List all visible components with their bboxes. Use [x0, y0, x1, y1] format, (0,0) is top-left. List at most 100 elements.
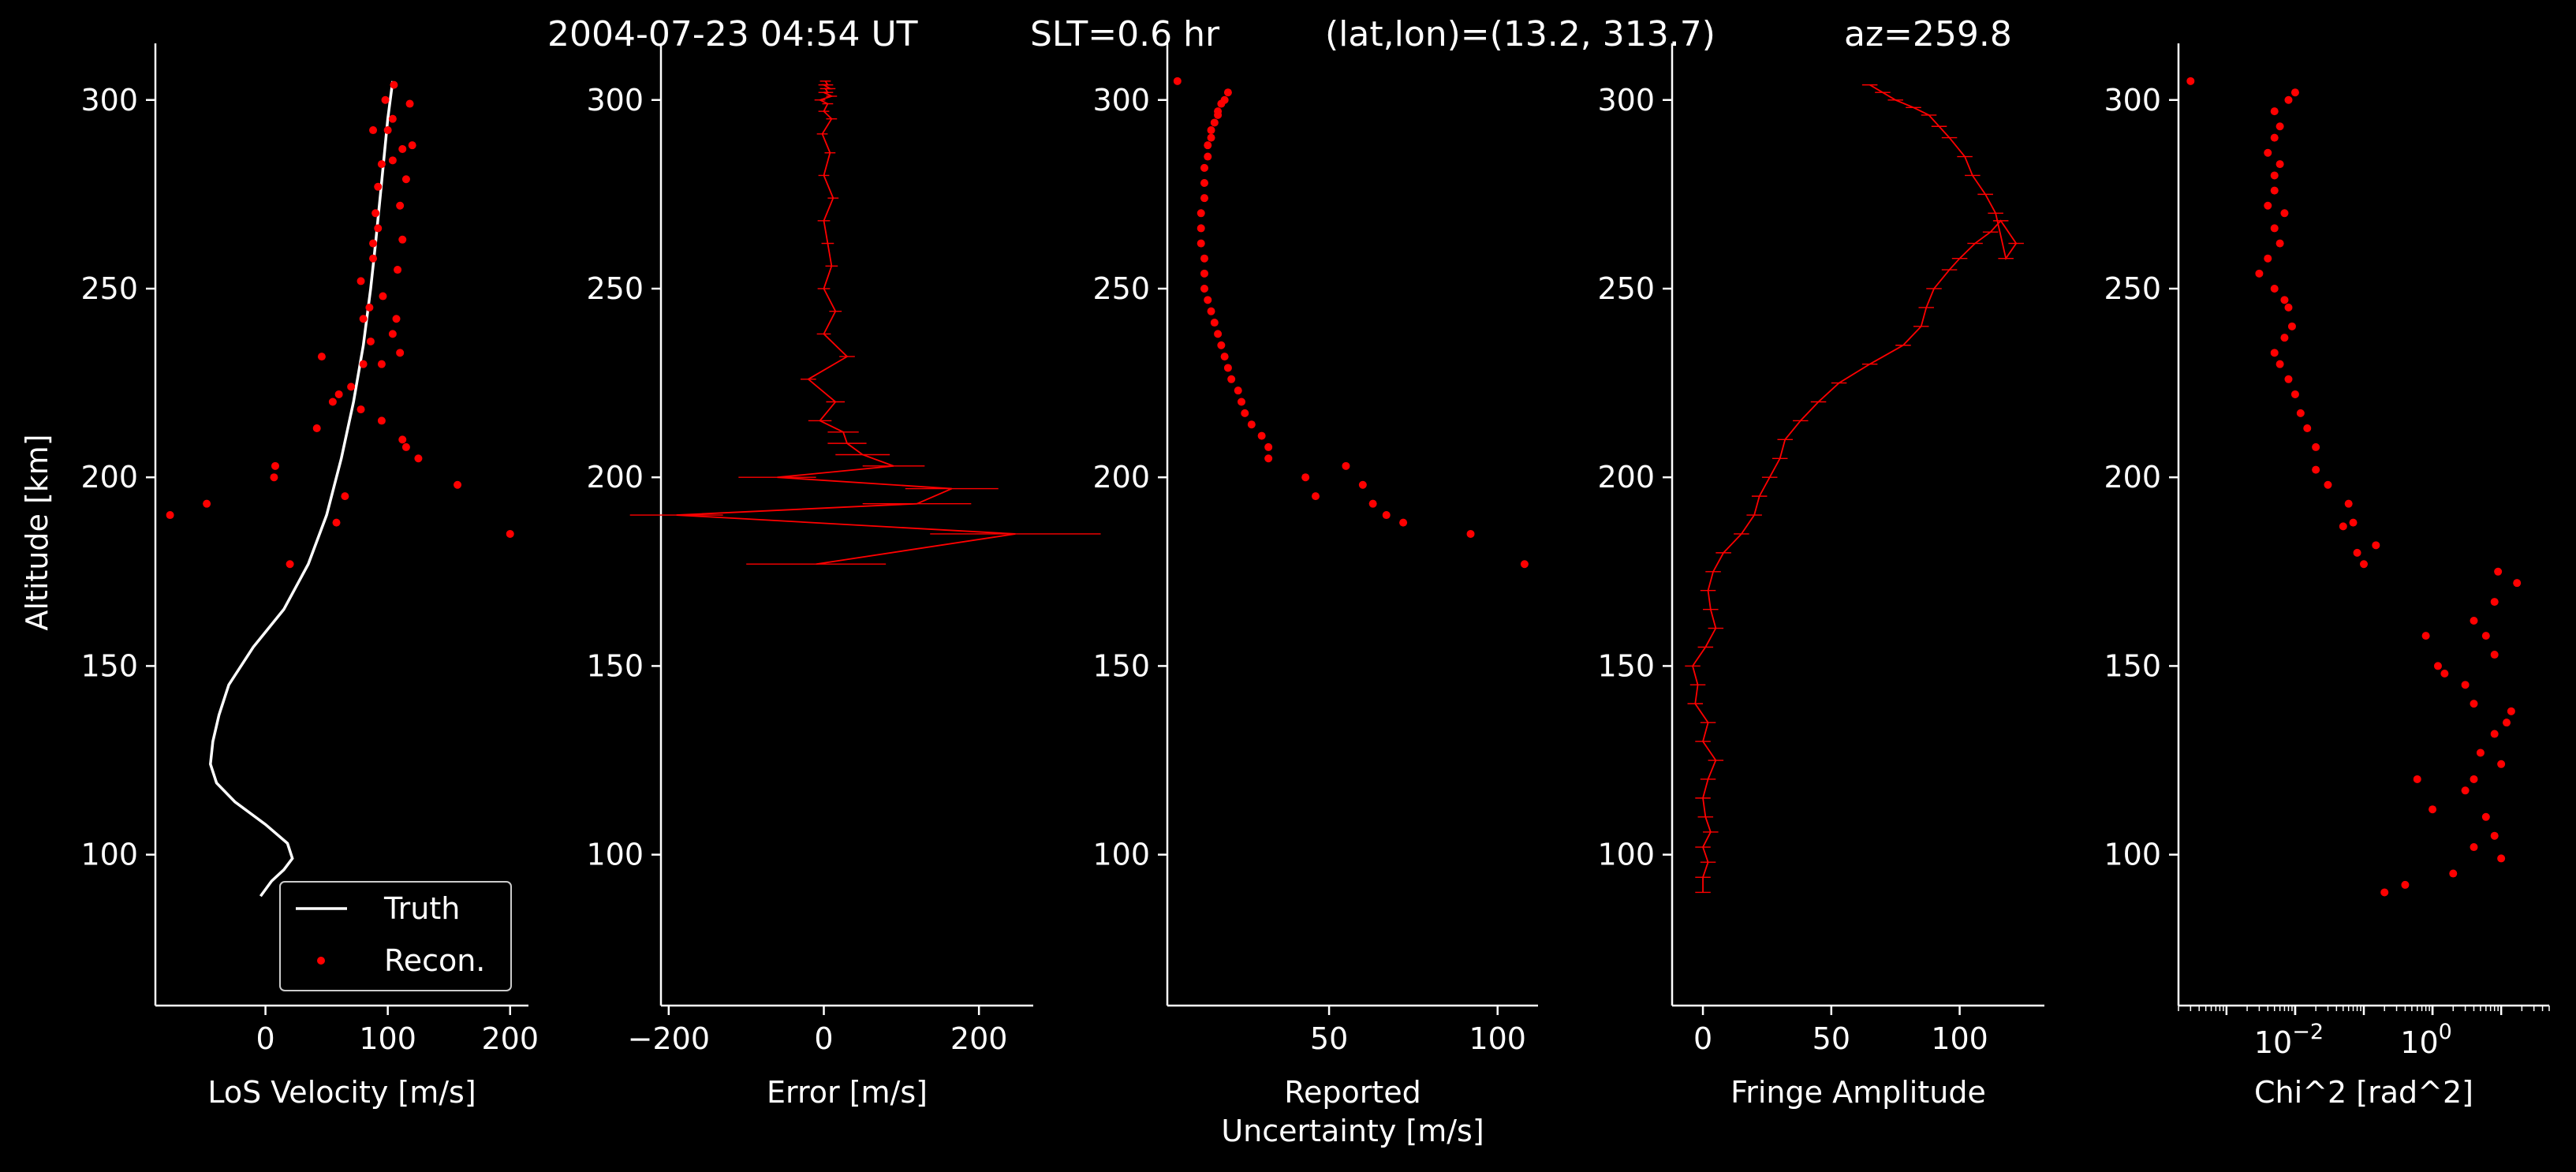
legend-swatch-recon	[317, 957, 325, 965]
data-point	[377, 416, 386, 425]
data-point	[1207, 307, 1215, 315]
data-point	[1358, 480, 1367, 489]
x-tick-label: 100	[1931, 1021, 1988, 1056]
data-point	[405, 99, 414, 108]
data-point	[1227, 375, 1236, 383]
title-az: az=259.8	[1844, 14, 2012, 54]
data-point	[371, 209, 380, 218]
data-point	[2513, 579, 2522, 588]
chart-panel-5: 100 150 200 250 300 10−2 100 Chi^2 [rad^2]	[2104, 43, 2550, 1110]
x-axis-label-line1: Reported	[1284, 1075, 1421, 1110]
y-tick-label: 250	[1092, 271, 1150, 306]
data-point	[506, 529, 514, 538]
data-point	[2275, 360, 2284, 368]
x-tick-label: 10−2	[2254, 1020, 2324, 1060]
data-point	[2497, 760, 2506, 768]
data-point	[2349, 518, 2358, 527]
title-slt: SLT=0.6 hr	[1030, 14, 1220, 54]
data-point	[2413, 774, 2421, 783]
y-tick-label: 250	[2104, 271, 2161, 306]
chart-panel-2: 100 150 200 250 300 −200 0 200 Error [m/s]	[586, 43, 1101, 1110]
data-point	[1207, 126, 1215, 135]
data-point	[2380, 888, 2389, 897]
data-point	[2290, 88, 2299, 97]
data-point	[1197, 209, 1205, 218]
data-point	[2270, 133, 2279, 142]
x-tick-label: 50	[1813, 1021, 1850, 1056]
data-point	[286, 560, 294, 569]
data-point	[388, 114, 397, 123]
data-point	[2312, 465, 2320, 474]
data-point	[398, 435, 407, 444]
data-point	[1204, 152, 1212, 161]
data-point	[383, 126, 392, 135]
data-point	[2296, 409, 2305, 417]
data-point	[401, 175, 410, 184]
data-point	[1204, 296, 1212, 304]
data-point	[1197, 224, 1205, 233]
data-point	[1220, 353, 1229, 361]
data-point	[1342, 461, 1350, 470]
data-point	[2344, 499, 2353, 508]
data-point	[2324, 480, 2332, 489]
y-tick-label: 100	[2104, 838, 2161, 872]
y-tick-label: 100	[80, 838, 138, 872]
data-point	[2490, 651, 2499, 659]
y-tick-label: 100	[1597, 838, 1655, 872]
data-point	[1264, 454, 1273, 463]
data-point	[2270, 284, 2279, 293]
data-point	[2270, 349, 2279, 357]
data-point	[2275, 160, 2284, 169]
data-point	[398, 144, 407, 153]
data-point	[2490, 598, 2499, 607]
data-point	[1247, 420, 1256, 429]
y-tick-label: 150	[1597, 648, 1655, 683]
x-tick-exponent: 0	[2439, 1020, 2452, 1044]
data-point	[1217, 341, 1226, 349]
data-point	[369, 126, 378, 135]
y-tick-label: 200	[1597, 460, 1655, 495]
data-point	[1223, 364, 1232, 372]
data-point	[381, 95, 390, 104]
data-point	[347, 383, 356, 391]
y-tick-label: 300	[2104, 83, 2161, 118]
data-point	[2449, 869, 2458, 878]
data-point	[2490, 831, 2499, 840]
data-point	[2270, 107, 2279, 116]
data-point	[1301, 473, 1310, 482]
legend: Truth Recon.	[279, 881, 512, 991]
data-point	[341, 492, 349, 501]
y-tick-label: 150	[1092, 648, 1150, 683]
data-point	[2275, 122, 2284, 131]
y-tick-label: 250	[586, 271, 644, 306]
data-point	[1200, 284, 1208, 293]
truth-line	[209, 80, 394, 898]
data-point	[1200, 254, 1208, 263]
x-tick-label: 0	[814, 1021, 833, 1056]
x-tick-label: 100	[359, 1021, 416, 1056]
data-point	[270, 473, 278, 482]
data-point	[2264, 148, 2272, 157]
data-point	[1214, 330, 1223, 338]
data-point	[1207, 133, 1215, 142]
data-point	[271, 461, 279, 470]
x-axis-label-line2: Uncertainty [m/s]	[1221, 1114, 1484, 1148]
data-point	[2461, 786, 2470, 795]
data-point	[1520, 560, 1529, 569]
data-point	[1234, 386, 1242, 395]
data-point	[366, 337, 375, 345]
y-tick-label: 300	[586, 83, 644, 118]
title-latlon: (lat,lon)=(13.2, 313.7)	[1325, 14, 1715, 54]
x-axis-label: LoS Velocity [m/s]	[207, 1075, 476, 1110]
y-tick-label: 250	[1597, 271, 1655, 306]
y-tick-label: 200	[1092, 460, 1150, 495]
data-point	[2497, 854, 2506, 863]
x-tick-label: 50	[1310, 1021, 1348, 1056]
data-point	[390, 80, 398, 89]
data-point	[1220, 95, 1229, 104]
y-axis-label: Altitude [km]	[20, 434, 54, 630]
data-point	[2440, 669, 2449, 677]
data-point	[392, 315, 401, 323]
data-point	[2429, 805, 2437, 814]
